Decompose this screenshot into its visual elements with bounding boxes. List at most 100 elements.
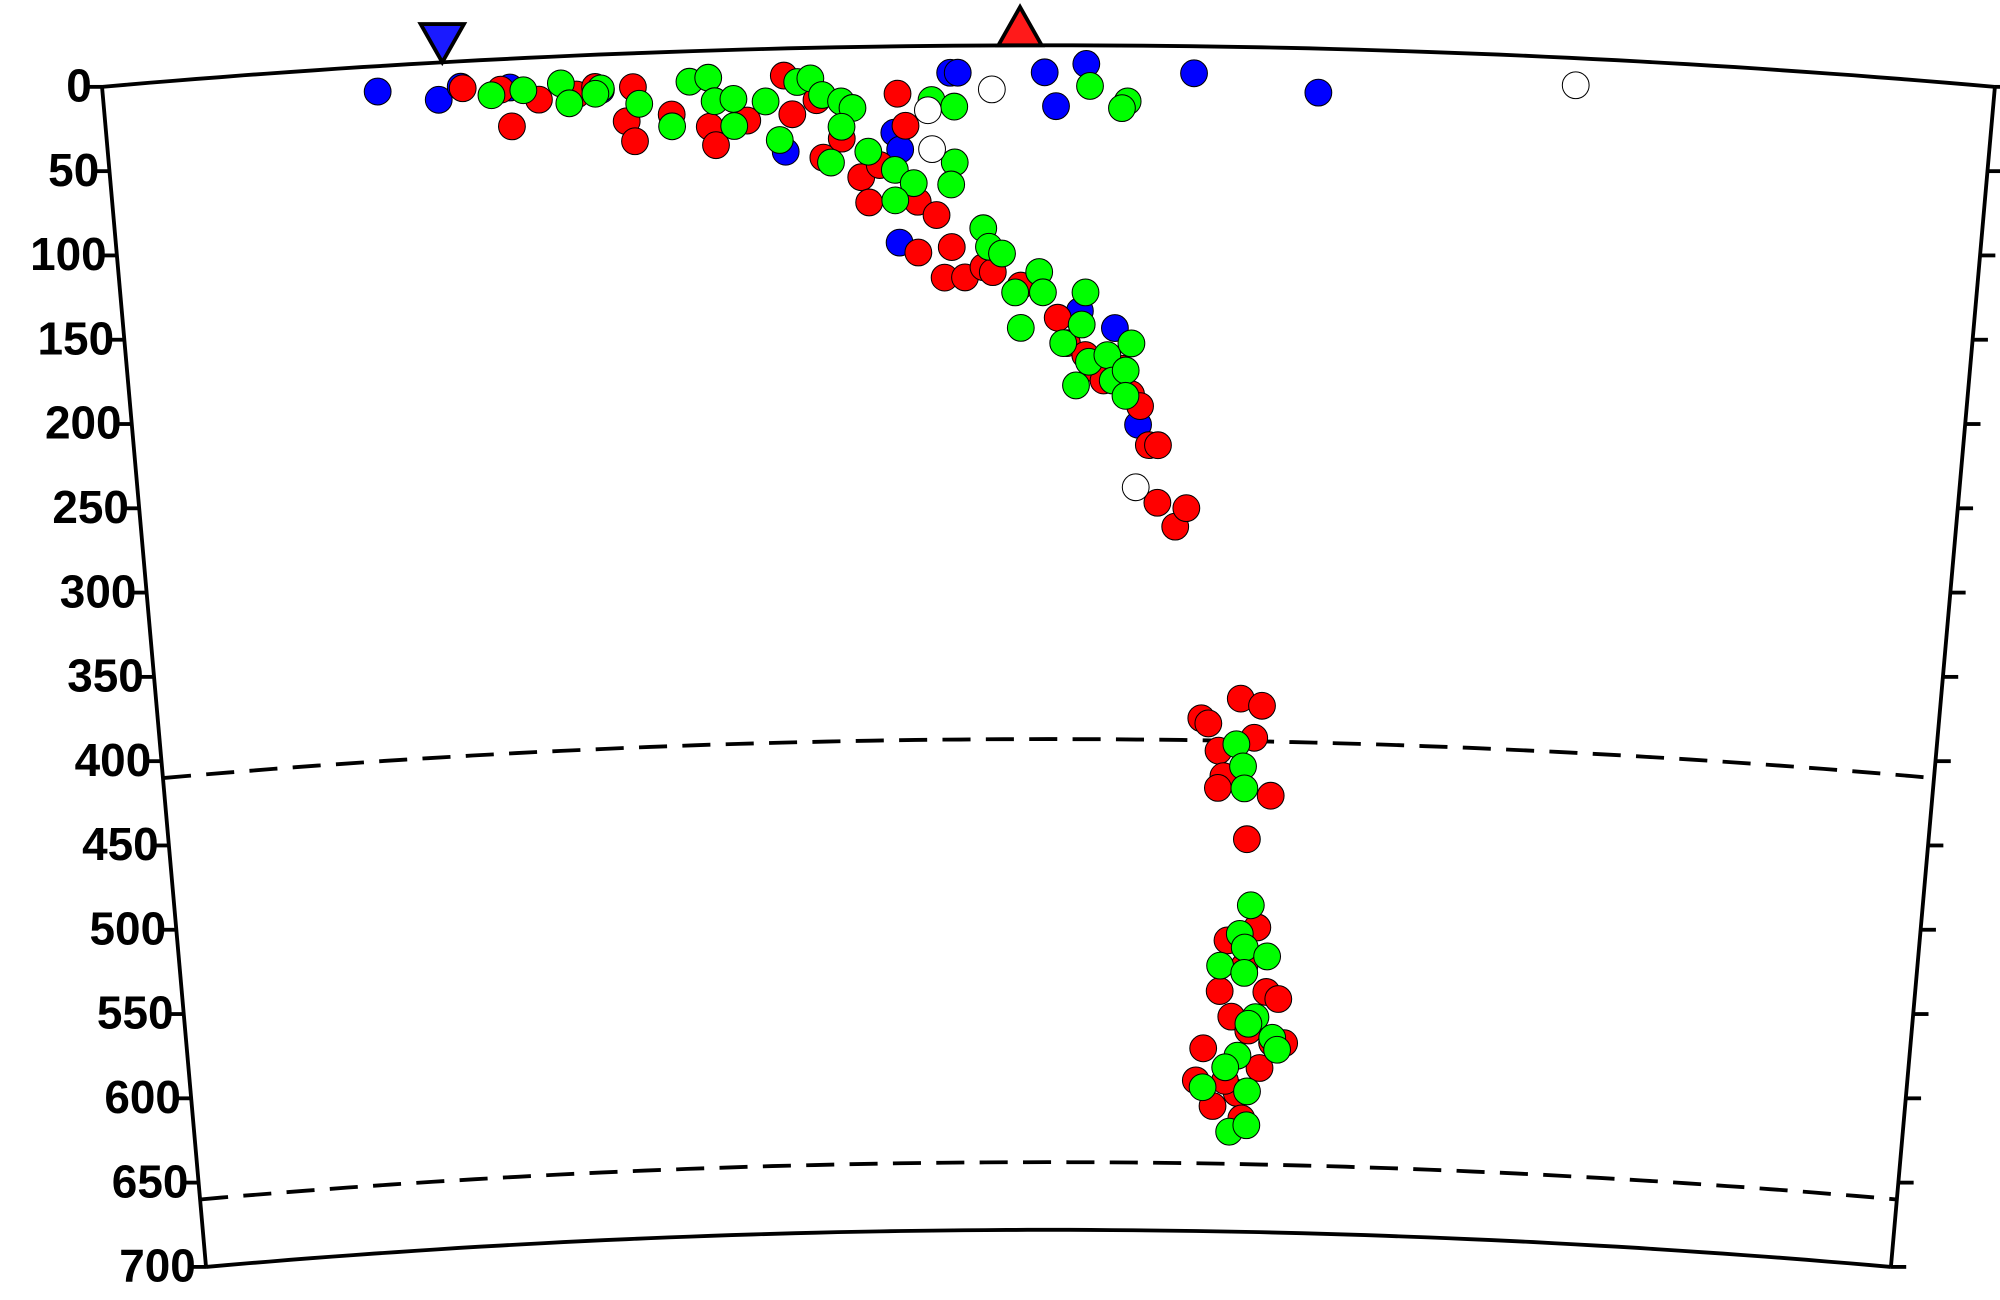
surface-line bbox=[101, 43, 1996, 89]
earthquake-point bbox=[1230, 958, 1259, 987]
y-tick-label: 0 bbox=[66, 60, 92, 112]
plot-area bbox=[363, 50, 1590, 1146]
earthquake-point bbox=[922, 201, 951, 229]
earthquake-point bbox=[1006, 313, 1035, 342]
earthquake-point bbox=[1188, 1073, 1217, 1102]
earthquake-point bbox=[1232, 1111, 1261, 1140]
earthquake-point bbox=[1232, 825, 1261, 854]
earthquake-point bbox=[1233, 1077, 1261, 1106]
earthquake-point bbox=[448, 74, 477, 103]
earthquake-point bbox=[1062, 371, 1090, 400]
earthquake-point bbox=[1256, 781, 1285, 810]
earthquake-point bbox=[1234, 1009, 1263, 1038]
earthquake-point bbox=[424, 85, 453, 114]
y-tick-label: 650 bbox=[112, 1155, 189, 1207]
earthquake-point bbox=[899, 169, 928, 198]
earthquake-point bbox=[1143, 488, 1172, 517]
earthquake-point bbox=[1180, 59, 1208, 88]
y-tick-label: 500 bbox=[90, 902, 167, 954]
earthquake-point bbox=[498, 112, 526, 141]
earthquake-point bbox=[1263, 1035, 1292, 1064]
earthquake-point bbox=[891, 111, 920, 140]
earthquake-point bbox=[881, 186, 910, 215]
earthquake-point bbox=[1001, 278, 1030, 307]
section-frame bbox=[100, 43, 1997, 1269]
earthquake-point bbox=[1205, 977, 1234, 1005]
earthquake-point bbox=[621, 127, 649, 156]
earthquake-point bbox=[1245, 1054, 1274, 1082]
earthquake-point bbox=[555, 89, 584, 118]
y-tick-label: 350 bbox=[67, 650, 144, 702]
earthquake-point bbox=[1030, 58, 1059, 87]
earthquake-point bbox=[1144, 431, 1172, 460]
earthquake-point bbox=[778, 100, 807, 129]
earthquake-point bbox=[581, 79, 610, 108]
y-tick-label: 450 bbox=[82, 818, 159, 870]
earthquake-point bbox=[1111, 356, 1140, 385]
y-tick-label: 250 bbox=[52, 481, 129, 533]
earthquake-point bbox=[702, 131, 730, 160]
earthquake-point bbox=[1304, 78, 1333, 107]
earthquake-point bbox=[625, 89, 654, 118]
y-tick-label: 700 bbox=[119, 1240, 196, 1292]
earthquake-point bbox=[719, 85, 748, 113]
earthquake-point bbox=[658, 112, 687, 141]
earthquake-point bbox=[1211, 1053, 1240, 1082]
earthquake-point bbox=[817, 148, 845, 177]
y-tick-label: 400 bbox=[75, 734, 152, 786]
earthquake-point bbox=[1236, 891, 1265, 920]
earthquake-point bbox=[937, 233, 966, 261]
earthquake-point bbox=[940, 92, 969, 121]
y-tick-label: 300 bbox=[60, 565, 137, 617]
y-tick-label: 550 bbox=[97, 987, 174, 1039]
earthquake-point bbox=[720, 112, 749, 140]
y-tick-label: 50 bbox=[48, 144, 99, 196]
earthquake-point bbox=[854, 137, 883, 166]
earthquake-point bbox=[913, 96, 942, 125]
earthquake-point bbox=[477, 81, 506, 110]
earthquake-point bbox=[988, 239, 1016, 268]
earthquake-point bbox=[937, 170, 966, 199]
earthquake-point bbox=[1121, 473, 1150, 502]
earthquake-point bbox=[1206, 951, 1235, 980]
earthquake-point bbox=[1117, 329, 1146, 358]
earthquake-point bbox=[1264, 985, 1293, 1013]
station-marker bbox=[995, 3, 1046, 48]
earthquake-point bbox=[1049, 329, 1078, 358]
earthquake-point bbox=[918, 135, 946, 164]
station-marker bbox=[417, 22, 468, 67]
earthquake-point bbox=[765, 126, 794, 154]
y-tick-label: 100 bbox=[30, 228, 107, 280]
surface-markers bbox=[417, 3, 1046, 67]
earthquake-point bbox=[1230, 774, 1259, 803]
bottom-line bbox=[205, 1227, 1892, 1269]
earthquake-point bbox=[1111, 381, 1140, 410]
earthquake-point bbox=[1189, 1034, 1218, 1063]
earthquake-point bbox=[1067, 310, 1096, 339]
earthquake-point bbox=[1253, 942, 1282, 971]
earthquake-point bbox=[883, 79, 912, 108]
earthquake-point bbox=[1071, 278, 1100, 307]
earthquake-point bbox=[509, 76, 538, 105]
earthquake-point bbox=[1043, 303, 1072, 332]
earthquake-point bbox=[751, 87, 780, 116]
earthquake-point bbox=[1108, 94, 1136, 123]
earthquake-point bbox=[1203, 773, 1232, 802]
earthquake-point bbox=[855, 188, 884, 217]
earthquake-point bbox=[1561, 71, 1590, 100]
y-tick-label: 600 bbox=[104, 1071, 181, 1123]
earthquake-point bbox=[694, 63, 723, 92]
earthquake-point bbox=[363, 77, 392, 106]
earthquake-point bbox=[904, 238, 933, 267]
earthquake-point bbox=[1248, 691, 1276, 720]
y-tick-label: 200 bbox=[45, 397, 122, 449]
discontinuity-line bbox=[199, 1160, 1897, 1202]
earthquake-point bbox=[943, 58, 972, 87]
axis: 0 50 100 150 200 250 300 350 400 450 500 550 600 650 7… bbox=[30, 60, 2000, 1292]
earthquake-point bbox=[1194, 709, 1223, 738]
earthquake-point bbox=[827, 112, 856, 141]
earthquake-point bbox=[1172, 494, 1201, 523]
discontinuity-line bbox=[162, 737, 1935, 780]
